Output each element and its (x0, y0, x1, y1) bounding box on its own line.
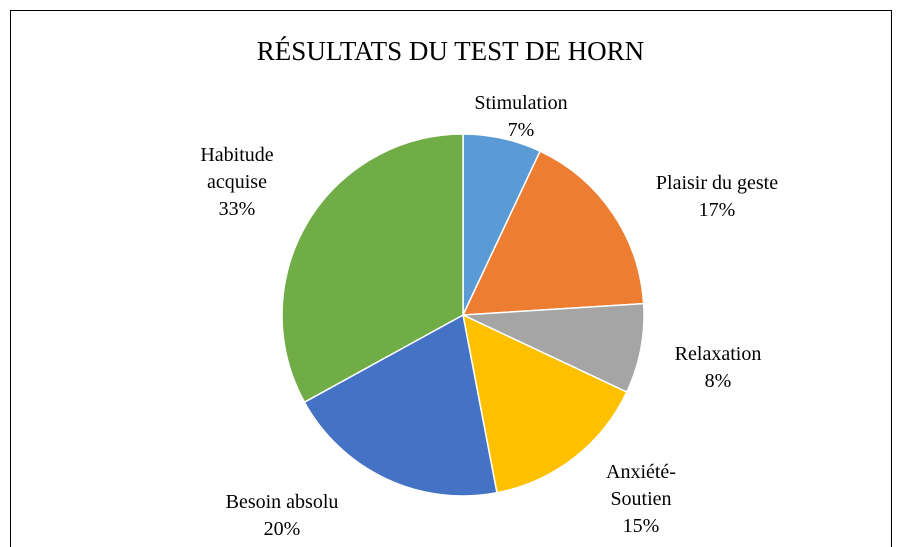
chart-frame (10, 10, 892, 547)
chart-title: RÉSULTATS DU TEST DE HORN (256, 36, 645, 66)
category-label: Plaisir du geste (655, 172, 779, 194)
value-label: 15% (622, 515, 660, 537)
value-label: 33% (218, 198, 256, 220)
slice-label: Habitude acquise 33% (177, 142, 297, 223)
slice-label: Relaxation 8% (638, 341, 798, 395)
category-label: Habitude acquise (200, 144, 274, 193)
slice-label: Anxiété-Soutien 15% (586, 459, 696, 540)
pie-slice (461, 313, 628, 494)
pie-slice (281, 133, 464, 404)
slice-label: Besoin absolu 20% (182, 489, 382, 543)
value-label: 7% (507, 119, 535, 141)
pie-slice (462, 302, 645, 394)
slice-label: Plaisir du geste 17% (607, 170, 827, 224)
category-label: Anxiété-Soutien (606, 461, 676, 510)
category-label: Besoin absolu (225, 491, 339, 513)
value-label: 17% (698, 199, 736, 221)
value-label: 8% (704, 370, 732, 392)
pie-slice (303, 313, 498, 497)
category-label: Relaxation (674, 343, 762, 365)
value-label: 20% (263, 518, 301, 540)
slice-label: Stimulation 7% (441, 90, 601, 144)
pie-slice (461, 150, 645, 316)
category-label: Stimulation (474, 92, 568, 114)
